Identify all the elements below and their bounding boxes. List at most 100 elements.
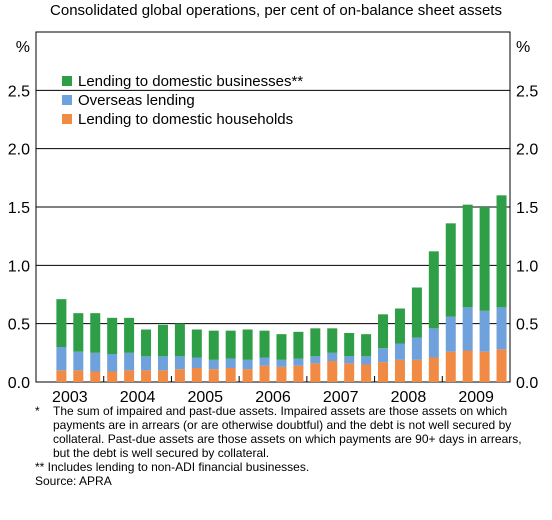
bar-segment bbox=[157, 324, 168, 357]
bar-segment bbox=[174, 369, 185, 382]
bar-segment bbox=[445, 223, 456, 317]
bar-segment bbox=[496, 349, 507, 382]
bar-segment bbox=[208, 330, 219, 360]
bar-segment bbox=[445, 351, 456, 382]
plot-frame bbox=[35, 31, 511, 383]
bar-segment bbox=[124, 370, 135, 382]
chart-subtitle: Consolidated global operations, per cent… bbox=[50, 2, 502, 19]
bar-segment bbox=[361, 364, 372, 382]
bar-segment bbox=[479, 207, 490, 311]
bar-segment bbox=[225, 358, 236, 368]
bar-segment bbox=[327, 328, 338, 353]
legend-label: Overseas lending bbox=[78, 92, 195, 109]
bar-segment bbox=[462, 307, 473, 351]
bar-segment bbox=[276, 366, 287, 382]
x-tick-label: 2004 bbox=[120, 389, 156, 404]
footnote-impaired-assets: * The sum of impaired and past-due asset… bbox=[35, 404, 535, 460]
bar-segment bbox=[462, 204, 473, 308]
bar-segment bbox=[394, 308, 405, 344]
bar-segment bbox=[344, 356, 355, 364]
bar-segment bbox=[73, 351, 84, 371]
bar-segment bbox=[428, 251, 439, 329]
bar-segment bbox=[378, 314, 389, 349]
bar-segment bbox=[293, 358, 304, 366]
bar-segment bbox=[225, 368, 236, 382]
bar-segment bbox=[242, 329, 253, 360]
legend-label: Lending to domestic households bbox=[78, 111, 293, 128]
bar-segment bbox=[157, 356, 168, 371]
x-tick-label: 2009 bbox=[458, 389, 494, 404]
x-tick-label: 2005 bbox=[187, 389, 223, 404]
bar-segment bbox=[191, 368, 202, 382]
bar-segment bbox=[310, 328, 321, 357]
bar-segment bbox=[327, 352, 338, 361]
bar-segment bbox=[344, 363, 355, 382]
x-tick-label: 2007 bbox=[323, 389, 359, 404]
bar-segment bbox=[496, 307, 507, 350]
bar-segment bbox=[496, 195, 507, 308]
bar-segment bbox=[411, 337, 422, 360]
bar-segment bbox=[157, 370, 168, 382]
bar-segment bbox=[361, 334, 372, 357]
bar-segment bbox=[411, 287, 422, 338]
bar-segment bbox=[56, 347, 67, 371]
bar-segment bbox=[141, 356, 152, 371]
y-unit-left: % bbox=[16, 39, 30, 56]
bar-segment bbox=[191, 357, 202, 368]
stacked-bar-chart: 0.0 0.0 0.5 0.5 1.0 1.0 1.5 1.5 2.0 2.0 2.5 2.5% % 20… bbox=[8, 31, 538, 404]
source-note: Source: APRA bbox=[35, 474, 112, 488]
bar-segment bbox=[394, 343, 405, 360]
bar-segment bbox=[327, 361, 338, 382]
bar-segment bbox=[445, 316, 456, 352]
y-tick-label-right: 1.5 bbox=[516, 200, 538, 217]
y-tick-label-right: 2.5 bbox=[516, 83, 538, 100]
bar-segment bbox=[276, 359, 287, 367]
y-tick-label-left: 1.0 bbox=[8, 258, 30, 275]
bar-segment bbox=[293, 365, 304, 382]
y-tick-label-right: 1.0 bbox=[516, 258, 538, 275]
bar-segment bbox=[411, 359, 422, 382]
bar-segment bbox=[462, 350, 473, 382]
bar-segment bbox=[208, 359, 219, 370]
bar-segment bbox=[378, 348, 389, 363]
bar-segment bbox=[242, 369, 253, 382]
bar-segment bbox=[361, 356, 372, 365]
footnote-mark: * bbox=[35, 404, 40, 418]
bar-segment bbox=[73, 313, 84, 352]
legend-swatch bbox=[62, 95, 72, 105]
bar-segment bbox=[394, 359, 405, 382]
y-tick-label-left: 0.0 bbox=[8, 375, 30, 392]
bar-segment bbox=[107, 354, 118, 372]
bar-segment bbox=[208, 369, 219, 382]
y-unit-right: % bbox=[516, 39, 530, 56]
bar-segment bbox=[174, 323, 185, 357]
bar-segment bbox=[191, 329, 202, 358]
bar-segment bbox=[174, 356, 185, 370]
bar-segment bbox=[293, 331, 304, 359]
bar-segment bbox=[56, 370, 67, 382]
bar-segment bbox=[141, 329, 152, 357]
legend-label: Lending to domestic businesses** bbox=[78, 73, 303, 90]
bar-segment bbox=[124, 317, 135, 353]
bar-segment bbox=[259, 330, 270, 358]
y-tick-label-left: 2.5 bbox=[8, 83, 30, 100]
bar-segment bbox=[73, 370, 84, 382]
bar-segment bbox=[124, 352, 135, 371]
legend-swatch bbox=[62, 76, 72, 86]
bar-segment bbox=[428, 328, 439, 358]
bar-segment bbox=[242, 359, 253, 370]
y-tick-label-left: 0.5 bbox=[8, 317, 30, 334]
bar-segment bbox=[259, 357, 270, 366]
x-tick-label: 2003 bbox=[52, 389, 88, 404]
bar-segment bbox=[141, 370, 152, 382]
bar-segment bbox=[107, 371, 118, 382]
footnote-non-adi: ** Includes lending to non-ADI financial… bbox=[35, 460, 310, 474]
bar-segment bbox=[56, 299, 67, 347]
bar-segment bbox=[378, 362, 389, 382]
bar-segment bbox=[479, 310, 490, 352]
bar-segment bbox=[344, 333, 355, 357]
y-tick-label-right: 0.5 bbox=[516, 317, 538, 334]
y-tick-label-right: 0.0 bbox=[516, 375, 538, 392]
bar-segment bbox=[107, 317, 118, 354]
legend-swatch bbox=[62, 114, 72, 124]
